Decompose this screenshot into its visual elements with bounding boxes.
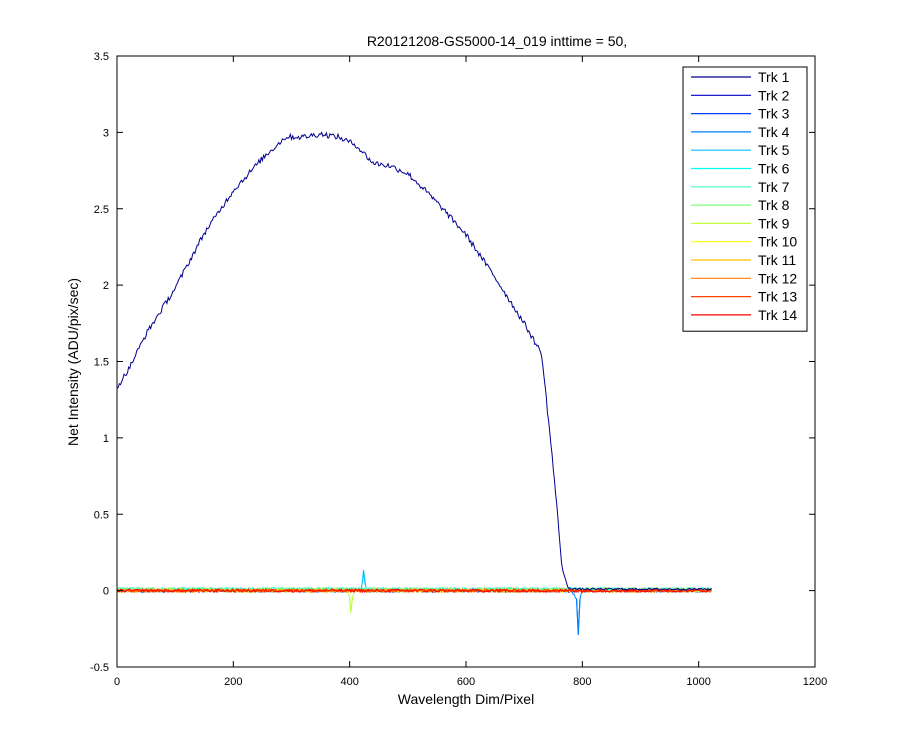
- series-line-14: [116, 587, 712, 594]
- legend-label: Trk 12: [758, 270, 797, 286]
- y-tick-label: 3.5: [94, 51, 109, 63]
- legend-label: Trk 1: [758, 69, 790, 85]
- y-tick-label: 3: [103, 127, 109, 139]
- plot-area: [116, 131, 712, 635]
- axes: 0 200 400 600 800 1000 1200 -0.5 0 0.5 1 1.5 2 2.5 3 3.…: [90, 51, 827, 688]
- series-spike-5: [361, 570, 366, 585]
- x-tick-label: 0: [114, 676, 120, 688]
- y-tick-label: 2.5: [94, 204, 109, 216]
- x-tick-label: 600: [457, 676, 475, 688]
- series-spike-9: [349, 596, 354, 613]
- x-tick-label: 400: [340, 676, 358, 688]
- legend-label: Trk 13: [758, 289, 797, 305]
- x-tick-label: 200: [224, 676, 242, 688]
- x-tick-label: 1200: [803, 676, 827, 688]
- x-tick-label: 1000: [686, 676, 710, 688]
- legend-label: Trk 6: [758, 161, 790, 177]
- x-axis-label: Wavelength Dim/Pixel: [398, 691, 534, 707]
- legend-box: [682, 66, 808, 332]
- legend-label: Trk 3: [758, 106, 790, 122]
- y-tick-label: 0.5: [94, 509, 109, 521]
- series-spike-4: [575, 598, 581, 635]
- legend: Trk 1 Trk 2 Trk 3 Trk 4 Trk 5 Trk 6 Trk 7 Trk 8…: [682, 66, 808, 332]
- y-tick-label: 2: [103, 280, 109, 292]
- legend-label: Trk 10: [758, 234, 797, 250]
- legend-label: Trk 7: [758, 179, 790, 195]
- y-axis-label: Net Intensity (ADU/pix/sec): [65, 278, 81, 446]
- series-line-1: [116, 131, 712, 591]
- y-tick-label: 1: [103, 433, 109, 445]
- chart-title: R20121208-GS5000-14_019 inttime = 50,: [367, 33, 627, 49]
- legend-label: Trk 4: [758, 124, 790, 140]
- y-tick-label: 1.5: [94, 357, 109, 369]
- legend-label: Trk 8: [758, 197, 790, 213]
- legend-label: Trk 5: [758, 142, 790, 158]
- legend-label: Trk 2: [758, 87, 790, 103]
- legend-label: Trk 11: [758, 252, 796, 268]
- x-tick-label: 800: [573, 676, 591, 688]
- legend-label: Trk 9: [758, 215, 790, 231]
- y-tick-label: 0: [103, 586, 109, 598]
- y-tick-label: -0.5: [90, 662, 109, 674]
- legend-label: Trk 14: [758, 307, 797, 323]
